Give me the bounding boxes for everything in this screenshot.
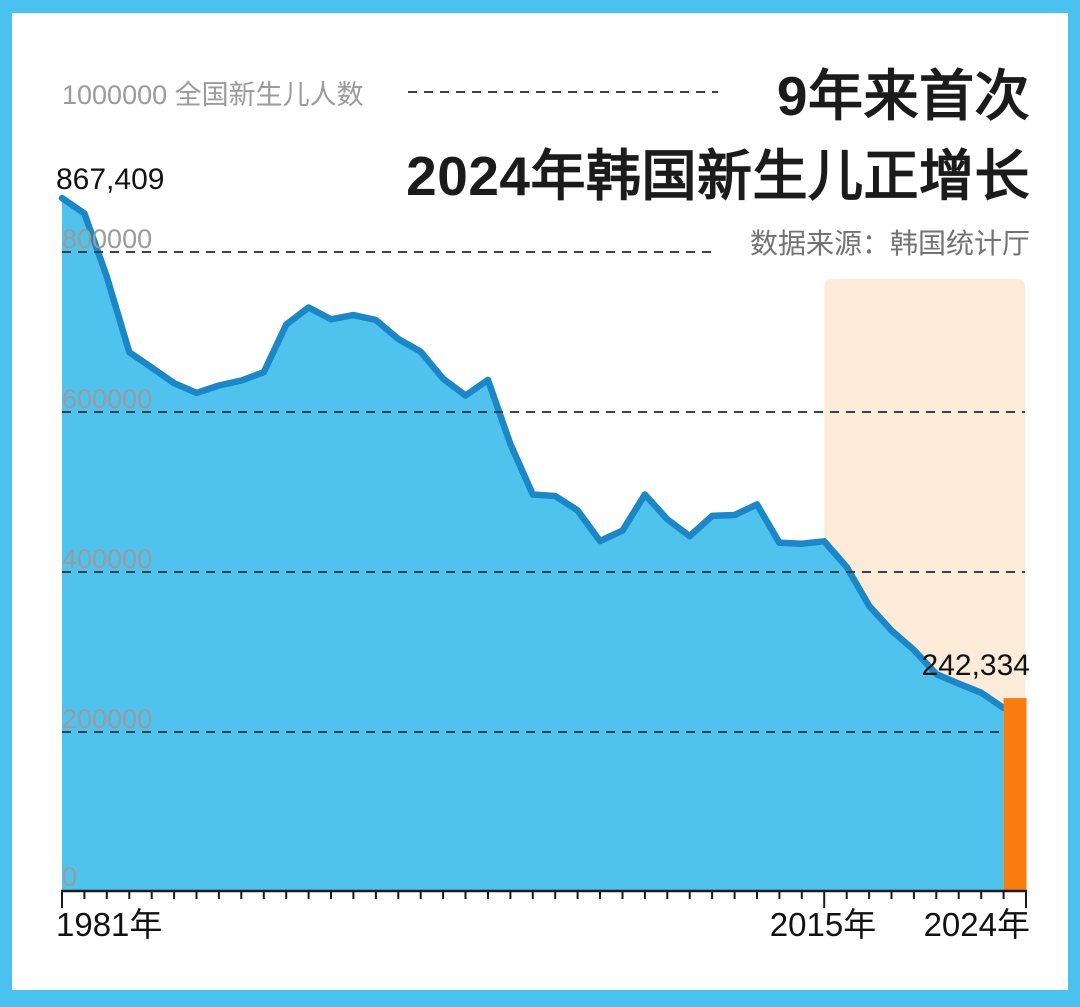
x-tick-2024: 2024年 (923, 906, 1030, 943)
y-tick-400000: 400000 (62, 544, 153, 574)
chart-title-line2: 2024年韩国新生儿正增长 (406, 145, 1030, 207)
chart-title: 9年来首次 2024年韩国新生儿正增长 (406, 56, 1030, 216)
start-value-label: 867,409 (56, 163, 165, 196)
y-axis-unit-label: 1000000 全国新生儿人数 (62, 80, 364, 110)
end-value-label: 242,334 (921, 649, 1030, 682)
chart-title-line1: 9年来首次 (776, 65, 1030, 127)
x-tick-2015: 2015年 (769, 906, 877, 943)
y-tick-600000: 600000 (62, 384, 153, 414)
data-source-label: 数据来源：韩国统计厅 (749, 228, 1030, 259)
y-tick-800000: 800000 (62, 224, 153, 254)
y-tick-200000: 200000 (62, 704, 153, 734)
area-fill (62, 198, 1004, 893)
bar-2024 (1003, 698, 1027, 890)
y-tick-0: 0 (62, 862, 78, 892)
trend-line (58, 194, 1007, 712)
x-tick-1981: 1981年 (56, 906, 163, 943)
